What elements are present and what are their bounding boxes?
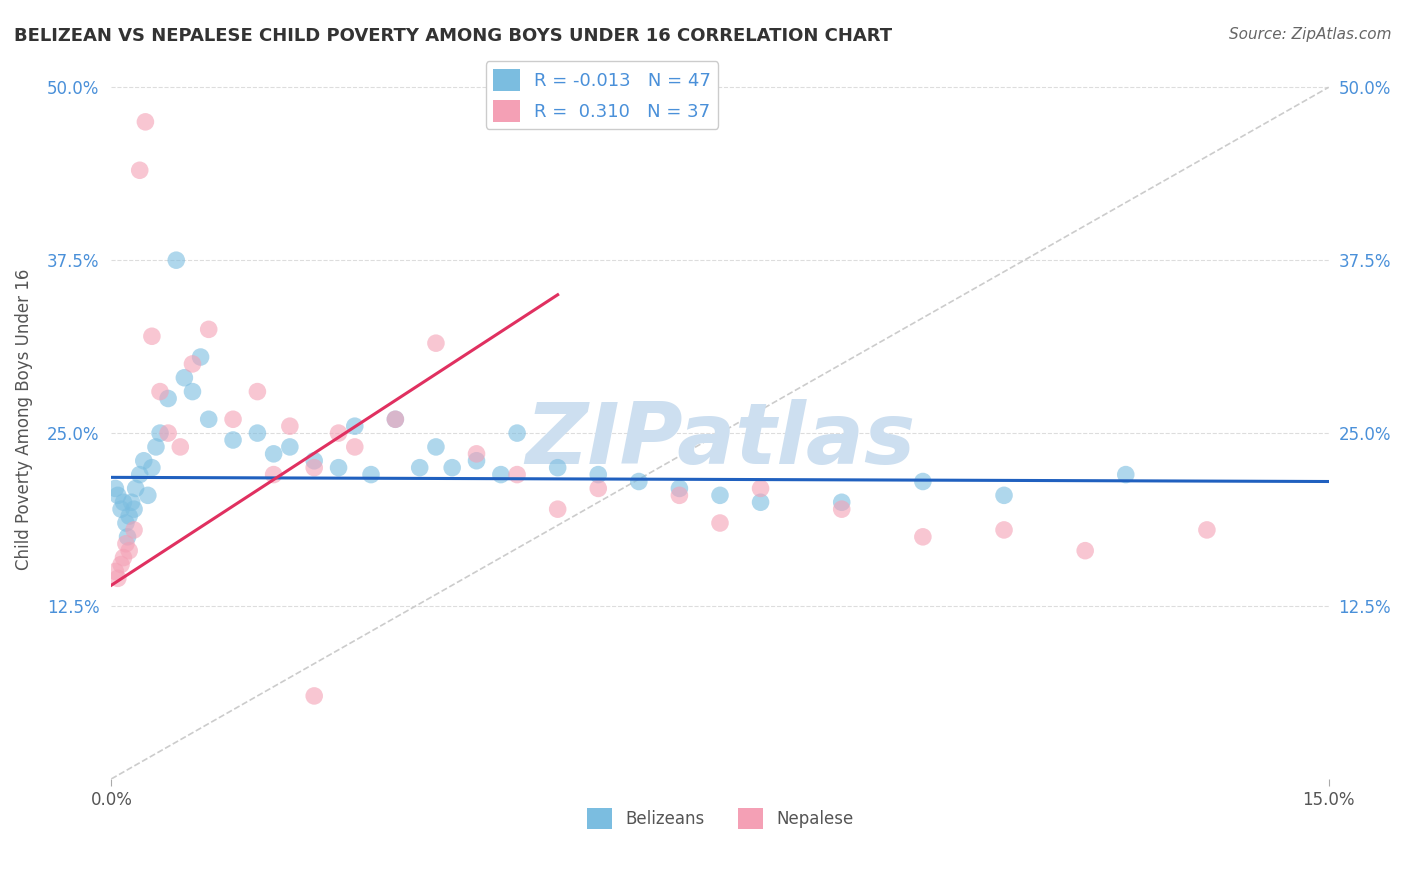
Point	[110, 502, 132, 516]
Point	[122, 502, 145, 516]
Point	[124, 482, 146, 496]
Point	[128, 163, 150, 178]
Point	[911, 530, 934, 544]
Point	[145, 440, 167, 454]
Point	[668, 488, 690, 502]
Point	[993, 523, 1015, 537]
Point	[136, 488, 159, 502]
Point	[263, 467, 285, 482]
Point	[128, 467, 150, 482]
Point	[149, 384, 172, 399]
Point	[157, 392, 180, 406]
Point	[115, 537, 138, 551]
Point	[586, 467, 609, 482]
Point	[165, 253, 187, 268]
Point	[263, 447, 285, 461]
Point	[506, 426, 529, 441]
Point	[465, 454, 488, 468]
Point	[425, 440, 447, 454]
Text: Source: ZipAtlas.com: Source: ZipAtlas.com	[1229, 27, 1392, 42]
Point	[668, 482, 690, 496]
Point	[328, 460, 350, 475]
Point	[506, 467, 529, 482]
Point	[1195, 523, 1218, 537]
Point	[222, 412, 245, 426]
Point	[222, 433, 245, 447]
Point	[112, 550, 135, 565]
Point	[328, 426, 350, 441]
Point	[586, 482, 609, 496]
Point	[709, 488, 731, 502]
Point	[749, 482, 772, 496]
Point	[1074, 543, 1097, 558]
Point	[360, 467, 382, 482]
Point	[169, 440, 191, 454]
Point	[1115, 467, 1137, 482]
Point	[709, 516, 731, 530]
Point	[117, 530, 139, 544]
Point	[118, 509, 141, 524]
Point	[441, 460, 464, 475]
Point	[110, 558, 132, 572]
Point	[121, 495, 143, 509]
Point	[465, 447, 488, 461]
Point	[118, 543, 141, 558]
Point	[911, 475, 934, 489]
Point	[132, 454, 155, 468]
Point	[384, 412, 406, 426]
Point	[122, 523, 145, 537]
Point	[343, 440, 366, 454]
Point	[547, 502, 569, 516]
Point	[547, 460, 569, 475]
Point	[425, 336, 447, 351]
Point	[149, 426, 172, 441]
Point	[246, 426, 269, 441]
Point	[246, 384, 269, 399]
Point	[302, 454, 325, 468]
Point	[181, 357, 204, 371]
Text: ZIPatlas: ZIPatlas	[524, 400, 915, 483]
Point	[115, 516, 138, 530]
Point	[749, 495, 772, 509]
Point	[107, 571, 129, 585]
Y-axis label: Child Poverty Among Boys Under 16: Child Poverty Among Boys Under 16	[15, 268, 32, 570]
Point	[107, 488, 129, 502]
Point	[302, 689, 325, 703]
Point	[489, 467, 512, 482]
Point	[181, 384, 204, 399]
Point	[112, 495, 135, 509]
Point	[157, 426, 180, 441]
Point	[993, 488, 1015, 502]
Point	[104, 482, 127, 496]
Point	[104, 565, 127, 579]
Point	[278, 440, 301, 454]
Text: BELIZEAN VS NEPALESE CHILD POVERTY AMONG BOYS UNDER 16 CORRELATION CHART: BELIZEAN VS NEPALESE CHILD POVERTY AMONG…	[14, 27, 893, 45]
Point	[627, 475, 650, 489]
Point	[141, 460, 163, 475]
Point	[384, 412, 406, 426]
Point	[278, 419, 301, 434]
Point	[302, 460, 325, 475]
Point	[343, 419, 366, 434]
Point	[197, 412, 219, 426]
Point	[141, 329, 163, 343]
Point	[831, 495, 853, 509]
Point	[173, 370, 195, 384]
Point	[831, 502, 853, 516]
Legend: Belizeans, Nepalese: Belizeans, Nepalese	[581, 802, 860, 835]
Point	[197, 322, 219, 336]
Point	[409, 460, 432, 475]
Point	[134, 115, 156, 129]
Point	[190, 350, 212, 364]
